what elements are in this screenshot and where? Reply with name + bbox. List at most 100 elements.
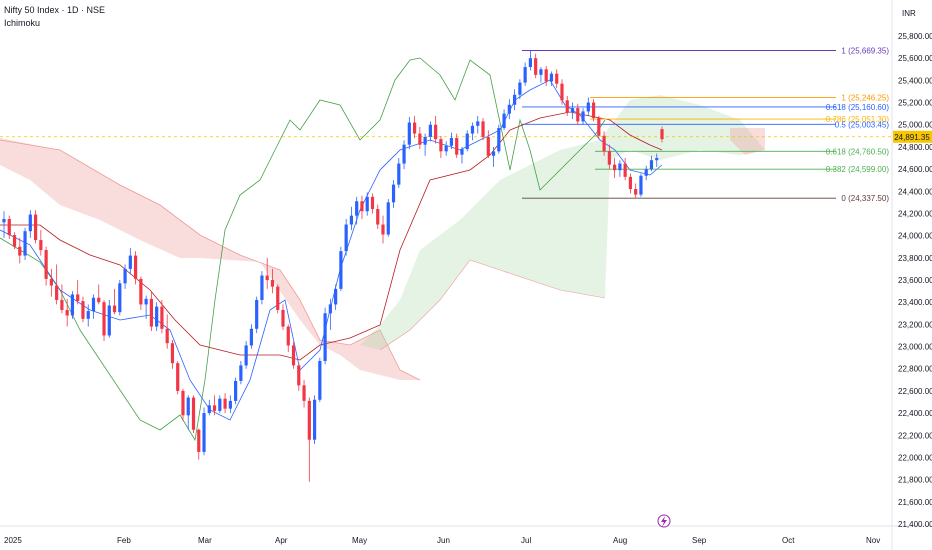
candle-body	[281, 309, 285, 327]
candle-body	[560, 83, 564, 101]
price-tick-label: 22,000.00	[898, 453, 932, 462]
candle-body	[381, 224, 385, 235]
candle-body	[370, 196, 375, 210]
senkou-span-b-line	[0, 139, 421, 381]
price-tick-label: 21,600.00	[898, 498, 932, 507]
candle-body	[28, 214, 32, 232]
chikou-span-line	[0, 57, 606, 442]
candle-body	[270, 280, 275, 287]
candle-body	[418, 133, 422, 145]
candle-body	[297, 365, 301, 386]
fib-level-label: 0.618 (24,760.50)	[826, 147, 889, 156]
candle-body	[244, 345, 248, 366]
candle-body	[649, 160, 654, 170]
candle-body	[355, 201, 359, 216]
candle-body	[49, 278, 53, 286]
candle-body	[160, 306, 164, 329]
candle-body	[502, 113, 506, 129]
candle-body	[170, 343, 175, 364]
candle-body	[286, 326, 290, 346]
price-tick-label: 24,400.00	[898, 187, 932, 196]
candle-body	[539, 69, 543, 75]
candle-body	[513, 94, 517, 105]
candle-body	[18, 246, 22, 256]
candle-body	[128, 255, 132, 269]
candle-body	[349, 215, 354, 225]
candle-body	[202, 413, 206, 452]
candle-body	[249, 328, 254, 346]
candle-body	[465, 133, 469, 150]
candle-body	[197, 429, 201, 452]
candle-body	[470, 125, 475, 134]
price-tick-label: 21,400.00	[898, 520, 932, 529]
candle-body	[86, 311, 90, 319]
candle-body	[291, 345, 296, 366]
candle-body	[149, 298, 153, 327]
candle-body	[481, 121, 485, 137]
candle-body	[360, 201, 364, 212]
candle-body	[228, 400, 232, 409]
time-tick-label: Sep	[692, 536, 707, 545]
symbol-title: Nifty 50 Index · 1D · NSE	[4, 5, 106, 15]
fib-level-label: 0.786 (25,051.30)	[826, 115, 889, 124]
price-tick-label: 25,600.00	[898, 54, 932, 63]
time-tick-label: Jul	[521, 536, 531, 545]
price-tick-label: 24,600.00	[898, 165, 932, 174]
kumo-bearish	[0, 138, 420, 380]
candle-body	[549, 73, 554, 82]
price-tick-label: 22,400.00	[898, 409, 932, 418]
candle-body	[234, 380, 238, 401]
candle-body	[70, 294, 75, 316]
candle-body	[12, 235, 17, 247]
chart-legend: Nifty 50 Index · 1D · NSE Ichimoku	[4, 4, 105, 30]
candle-body	[118, 283, 122, 313]
candle-body	[223, 398, 227, 409]
candle-body	[455, 138, 459, 155]
candle-body	[123, 268, 127, 284]
candle-body	[491, 151, 496, 156]
candle-body	[265, 275, 269, 280]
candle-body	[602, 135, 606, 152]
indicator-label: Ichimoku	[4, 18, 41, 28]
candle-body	[623, 163, 627, 177]
fib-level-label: 0.618 (25,160.60)	[826, 103, 889, 112]
candle-body	[639, 175, 643, 195]
candle-body	[460, 149, 464, 155]
candle-body	[407, 122, 411, 145]
candle-body	[597, 118, 601, 136]
time-tick-label: Aug	[613, 536, 627, 545]
candle-body	[534, 58, 538, 75]
candle-body	[60, 299, 64, 310]
candle-body	[660, 129, 664, 140]
candle-body	[607, 151, 611, 165]
candle-body	[439, 139, 443, 152]
candle-body	[97, 297, 101, 303]
candle-body	[507, 104, 511, 114]
price-tick-label: 23,200.00	[898, 320, 932, 329]
candle-body	[55, 285, 59, 300]
candle-body	[76, 294, 80, 302]
kijun-sen-line	[0, 111, 663, 361]
candle-body	[165, 328, 169, 344]
candle-body	[376, 209, 380, 225]
candle-body	[181, 390, 185, 416]
last-price-label: 24,891.35	[894, 133, 930, 142]
candle-body	[523, 67, 527, 83]
kumo-bearish-future	[730, 128, 765, 155]
candle-body	[613, 164, 617, 171]
time-tick-label: Mar	[198, 536, 212, 545]
candle-body	[449, 138, 454, 146]
candle-body	[207, 405, 211, 414]
price-tick-label: 25,000.00	[898, 121, 932, 130]
candle-body	[318, 360, 322, 400]
candle-body	[7, 219, 11, 236]
time-tick-label: Nov	[866, 536, 880, 545]
candle-body	[328, 304, 332, 314]
candle-body	[302, 385, 306, 401]
candle-body	[428, 124, 432, 137]
candle-body	[39, 240, 43, 251]
fib-level-label: 1 (25,246.25)	[841, 93, 889, 102]
lightning-icon	[661, 516, 667, 527]
